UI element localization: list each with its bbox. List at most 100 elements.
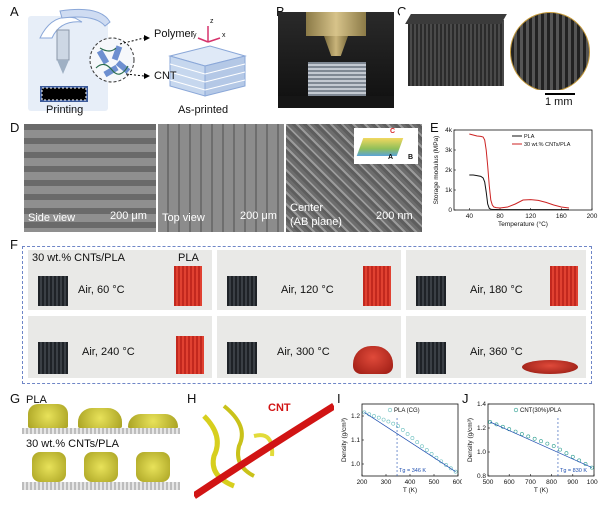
x-tick-label: 500 [483, 479, 494, 486]
heating-test-frame [22, 246, 592, 384]
x-tick-label: 160 [556, 213, 567, 220]
x-tick-label: 800 [546, 479, 557, 486]
nozzle-tip [324, 36, 348, 56]
x-tick-label: 500 [429, 479, 440, 486]
panel-label-f: F [10, 237, 18, 252]
series-line [469, 174, 569, 211]
cnt-label: CNT [268, 402, 291, 414]
y-tick-label: 0.8 [477, 473, 486, 480]
pla-block [174, 266, 202, 306]
as-printed-label: As-printed [178, 104, 229, 116]
y-tick-label: 0 [448, 207, 452, 214]
plot-frame [361, 403, 459, 477]
y-tick-label: 3k [445, 147, 453, 154]
cnt-snapshot-1 [32, 452, 66, 482]
y-tick-label: 1k [445, 187, 453, 194]
pla-block [550, 266, 578, 306]
printing-schematic-drawing [28, 8, 247, 111]
y-tick-label: 1.2 [351, 413, 360, 420]
y-tick-label: 1.4 [477, 401, 486, 408]
y-axis-label: Storage modulus (MPa) [433, 136, 440, 205]
x-axis-label: Temperature (°C) [498, 220, 548, 228]
polymer-label: Polymer [154, 28, 195, 40]
panel-label-c: C [397, 4, 406, 19]
side-view-label: Side view [28, 212, 76, 224]
axis-z-label: z [210, 18, 214, 25]
data-point [372, 414, 376, 418]
data-point [415, 440, 420, 445]
pla-density-svg: 200 300 400 500 600 1.0 1.1 1.2 T (K) Density (g/… [341, 403, 464, 494]
x-tick-label: 300 [381, 479, 392, 486]
cnt-molecular-view: CNT [192, 396, 336, 500]
cnt-row-label: 30 wt.% CNTs/PLA [26, 438, 119, 450]
side-view-scale: 200 μm [110, 210, 147, 222]
block-front [408, 20, 504, 86]
cnt-label: CNT [154, 70, 177, 82]
data-point [410, 436, 415, 440]
data-point [386, 419, 391, 424]
data-point [532, 436, 537, 441]
nozzle-shape [306, 12, 366, 36]
pla-melted-block [353, 346, 393, 374]
center-plane-label: (AB plane) [290, 216, 342, 228]
scale-bar-label: 1 mm [545, 96, 573, 108]
simulation-snapshots: PLA 30 wt.% CNTs/PLA [22, 394, 180, 498]
x-tick-label: 600 [504, 479, 515, 486]
x-axis-label: T (K) [534, 487, 548, 494]
scale-bar-1mm [545, 93, 575, 95]
condition-label: Air, 360 °C [470, 346, 523, 358]
data-point [526, 434, 531, 439]
sem-center-view: Center (AB plane) 200 nm C A B [286, 124, 422, 232]
fit-line [364, 412, 456, 472]
data-point [405, 432, 410, 436]
printed-block-photo [400, 12, 592, 90]
data-point [545, 441, 550, 446]
axis-y-label: y [193, 32, 197, 39]
data-point [551, 444, 556, 448]
y-axis-label: Density (g/cm³) [467, 418, 474, 462]
plot-frame [453, 129, 593, 211]
pla-puddle [522, 360, 578, 374]
x-tick-label: 600 [453, 479, 462, 486]
heating-cell-6: Air, 360 °C [406, 316, 586, 378]
condition-label: Air, 180 °C [470, 284, 523, 296]
cnt-molecular-drawing [192, 403, 336, 499]
legend-entry: CNT(30%)/PLA [520, 408, 561, 414]
pla-floor [22, 428, 180, 434]
data-point [539, 439, 543, 444]
cnt-snapshot-2 [84, 452, 118, 482]
heating-cell-1: 30 wt.% CNTs/PLA PLA Air, 60 °C [28, 250, 212, 310]
y-tick-label: 2k [445, 167, 453, 174]
axis-inset: C A B [354, 128, 418, 164]
data-point [570, 454, 575, 459]
data-point [444, 463, 448, 467]
tg-annotation: Tg = 346 K [399, 468, 426, 474]
pla-snapshot-3 [128, 414, 178, 428]
axis-b-label: B [408, 154, 414, 161]
data-point [381, 417, 386, 422]
sem-top-view: Top view 200 μm [158, 124, 284, 232]
block-zoom-circle [510, 12, 590, 90]
panel-label-j: J [462, 391, 469, 406]
cnt-pla-label: 30 wt.% CNTs/PLA [32, 252, 125, 264]
panel-label-b: B [276, 4, 285, 19]
data-point [420, 444, 424, 449]
legend-marker [513, 407, 519, 413]
condition-label: Air, 120 °C [281, 284, 334, 296]
storage-modulus-svg: 40 80 120 160 200 0 1k 2k 3k 4k Temperature (°C) St… [433, 127, 598, 228]
data-point [448, 466, 453, 471]
x-tick-label: 400 [405, 479, 416, 486]
heating-cell-2: Air, 120 °C [217, 250, 401, 310]
condition-label: Air, 60 °C [78, 284, 125, 296]
x-tick-label: 80 [496, 213, 504, 220]
data-point [362, 410, 367, 415]
data-point [589, 465, 594, 470]
center-label: Center [290, 202, 324, 214]
x-tick-label: 700 [525, 479, 536, 486]
cnt-snapshot-3 [136, 452, 170, 482]
cnt-block [416, 342, 446, 374]
panel-label-e: E [430, 120, 439, 135]
top-view-scale: 200 μm [240, 210, 277, 222]
